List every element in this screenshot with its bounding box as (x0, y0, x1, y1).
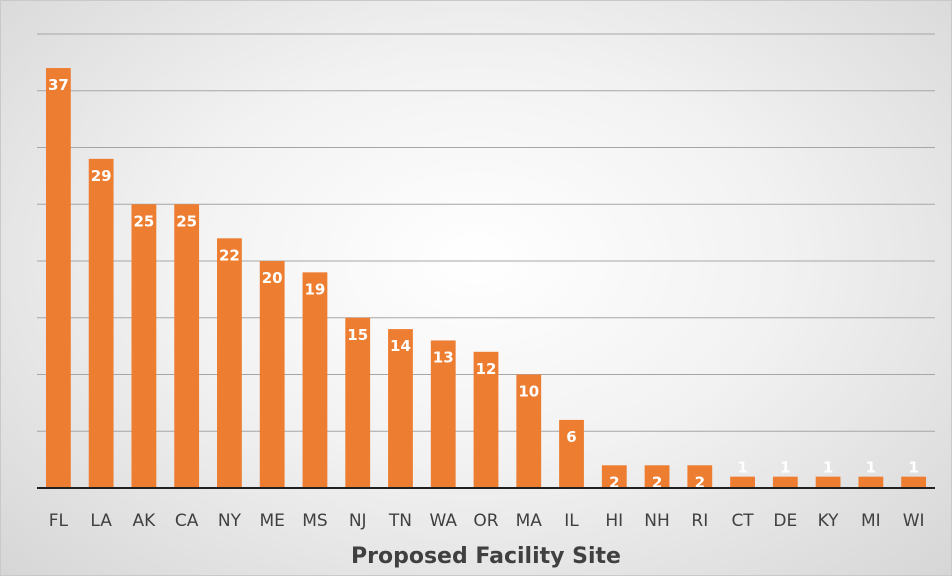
data-label-wi: 1 (908, 459, 918, 477)
tick-label-mi: MI (861, 511, 881, 531)
data-label-la: 29 (91, 167, 112, 185)
data-label-or: 12 (476, 360, 497, 378)
data-label-ny: 22 (219, 246, 240, 264)
bar-ny (217, 238, 242, 488)
tick-label-or: OR (473, 511, 498, 531)
x-tick-labels: FL LA AK CA NY ME MS NJ TN WA OR MA IL HI NH RI CT DE KY MI… (49, 511, 925, 531)
bar-wi (901, 476, 927, 488)
bar-or (473, 351, 499, 488)
tick-label-fl: FL (49, 511, 69, 531)
tick-label-ak: AK (133, 511, 157, 531)
tick-label-ky: KY (818, 511, 840, 531)
tick-label-nh: NH (644, 511, 670, 531)
tick-label-nj: NJ (349, 511, 367, 531)
data-label-mi: 1 (866, 459, 876, 477)
data-label-ky: 1 (823, 459, 833, 477)
tick-label-hi: HI (605, 511, 623, 531)
tick-label-ri: RI (691, 511, 708, 531)
bar-tn (388, 329, 413, 488)
bar-ky (815, 476, 841, 488)
data-label-tn: 14 (390, 337, 411, 355)
tick-label-ny: NY (218, 511, 242, 531)
bar-il (559, 419, 584, 488)
bar-ri (687, 465, 713, 488)
data-label-ms: 19 (305, 280, 326, 298)
bar-me (259, 261, 285, 488)
bar-nh (644, 465, 670, 488)
data-label-ri: 2 (695, 473, 705, 491)
data-label-ak: 25 (133, 212, 154, 230)
tick-label-wi: WI (903, 511, 925, 531)
tick-label-ma: MA (516, 511, 543, 531)
tick-label-de: DE (773, 511, 797, 531)
tick-label-la: LA (90, 511, 112, 531)
tick-label-ca: CA (175, 511, 199, 531)
tick-label-wa: WA (429, 511, 457, 531)
bar-ms (302, 272, 328, 488)
data-label-ma: 10 (518, 383, 539, 401)
data-label-nh: 2 (652, 473, 662, 491)
bars (45, 68, 927, 489)
data-label-ca: 25 (176, 212, 197, 230)
bar-hi (601, 465, 627, 488)
data-label-de: 1 (780, 459, 790, 477)
tick-label-tn: TN (388, 511, 412, 531)
bar-ct (730, 476, 755, 488)
data-label-nj: 15 (347, 326, 368, 344)
data-label-ct: 1 (737, 459, 747, 477)
bar-ma (516, 374, 542, 488)
data-label-me: 20 (262, 269, 283, 287)
x-axis-title: Proposed Facility Site (351, 544, 621, 569)
bar-de (772, 476, 798, 488)
tick-label-ms: MS (302, 511, 327, 531)
bar-ak (131, 204, 157, 488)
tick-label-ct: CT (731, 511, 754, 531)
bar-wa (430, 340, 456, 488)
data-label-il: 6 (566, 428, 576, 446)
bar-la (88, 158, 114, 488)
tick-label-me: ME (259, 511, 284, 531)
data-label-fl: 37 (48, 76, 69, 94)
bar-fl (45, 68, 71, 489)
bar-nj (345, 317, 371, 488)
bar-ca (174, 204, 200, 488)
data-label-wa: 13 (433, 348, 454, 366)
tick-label-il: IL (564, 511, 579, 531)
data-label-hi: 2 (609, 473, 619, 491)
bar-mi (858, 476, 884, 488)
